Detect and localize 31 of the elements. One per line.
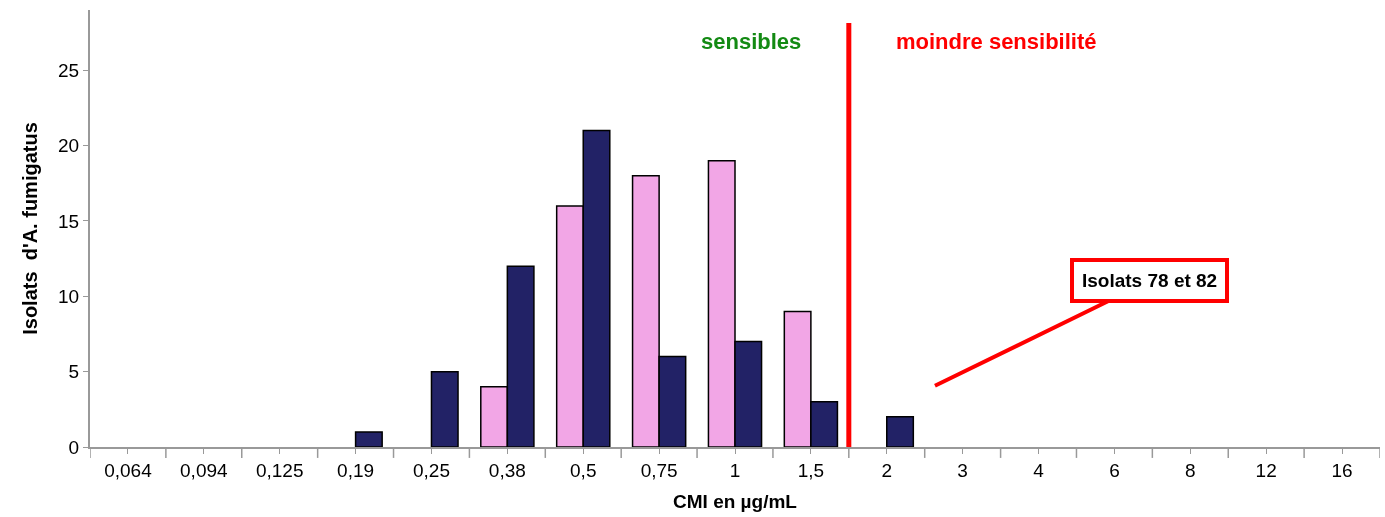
y-tick-label: 5 (68, 361, 80, 383)
x-tick-label: 12 (1255, 459, 1277, 481)
x-tick-label: 0,094 (180, 459, 229, 481)
x-tick-label: 1,5 (797, 459, 825, 481)
y-tick-label: 10 (58, 285, 80, 307)
annotation: moindre sensibilité (896, 29, 1097, 54)
x-tick-label: 16 (1331, 459, 1353, 481)
annotation: Isolats 78 et 82 (1082, 270, 1218, 291)
bar (886, 416, 915, 447)
x-tick-label: 1 (729, 459, 741, 481)
x-tick-label: 2 (881, 459, 893, 481)
y-tick-label: 25 (58, 59, 80, 81)
y-axis-title: Isolats d'A. fumigatus (19, 122, 42, 335)
x-tick-label: 4 (1033, 459, 1045, 481)
x-tick-label: 0,125 (255, 459, 304, 481)
y-tick-label: 0 (68, 436, 80, 458)
bar (354, 431, 383, 447)
x-tick-label: 0,75 (640, 459, 678, 481)
x-tick-label: 6 (1109, 459, 1120, 481)
y-tick-label: 15 (58, 210, 80, 232)
x-tick-label: 0,5 (570, 459, 597, 481)
x-tick-label: 0,064 (104, 459, 153, 481)
x-axis-title: CMI en µg/mL (673, 491, 798, 513)
x-tick-label: 0,25 (412, 459, 450, 481)
y-tick-label: 20 (58, 135, 80, 157)
annotation: sensibles (701, 29, 802, 54)
x-tick-label: 0,19 (337, 459, 375, 481)
x-tick-label: 3 (957, 459, 968, 481)
x-tick-label: 8 (1185, 459, 1196, 481)
x-tick-label: 0,38 (488, 459, 526, 481)
bar (430, 370, 459, 447)
